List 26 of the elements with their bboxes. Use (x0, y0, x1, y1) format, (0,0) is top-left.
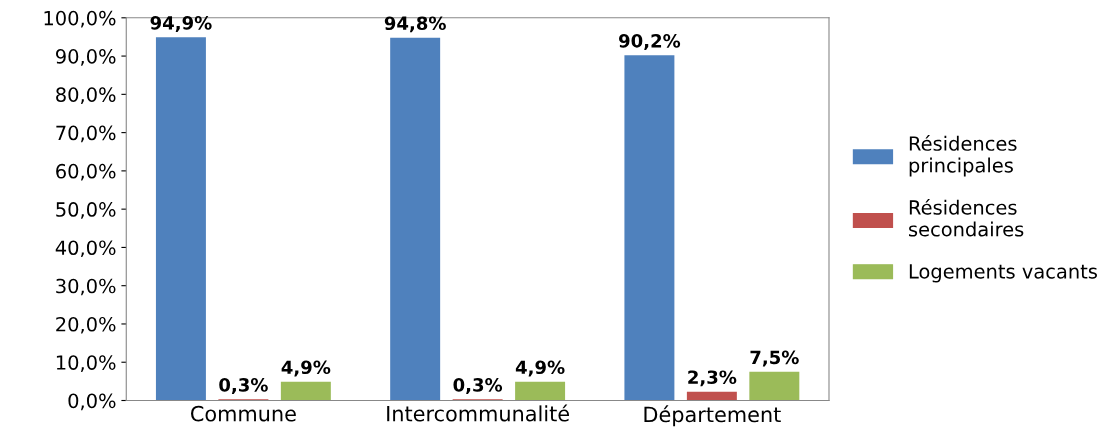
x-tick-label: Département (644, 405, 781, 427)
legend-label: Résidences principales (909, 135, 1017, 177)
y-tick-label: 0,0% (68, 393, 116, 411)
data-label: 4,9% (281, 360, 331, 377)
legend-label: Logements vacants (909, 264, 1097, 283)
y-tick-label: 70,0% (56, 125, 116, 143)
legend-label: Résidences secondaires (909, 198, 1024, 237)
data-label: 0,3% (453, 378, 503, 394)
y-tick-label: 30,0% (56, 278, 116, 296)
data-label: 0,3% (219, 378, 268, 394)
y-tick-label: 100,0% (44, 10, 116, 28)
data-label: 90,2% (619, 33, 681, 50)
y-tick-label: 20,0% (56, 316, 116, 334)
y-tick-label: 80,0% (56, 87, 116, 104)
y-tick-label: 90,0% (56, 49, 116, 66)
data-label: 94,8% (384, 16, 446, 33)
y-tick-label: 50,0% (56, 202, 116, 219)
x-tick-label: Commune (191, 405, 296, 422)
data-label: 2,3% (688, 370, 737, 387)
y-tick-label: 40,0% (55, 240, 116, 258)
data-label: 94,9% (150, 16, 212, 32)
y-tick-label: 60,0% (56, 163, 116, 181)
x-tick-label: Intercommunalité (387, 404, 569, 422)
y-tick-label: 10,0% (56, 355, 116, 372)
data-label: 4,9% (515, 360, 565, 377)
data-label: 7,5% (750, 350, 799, 367)
